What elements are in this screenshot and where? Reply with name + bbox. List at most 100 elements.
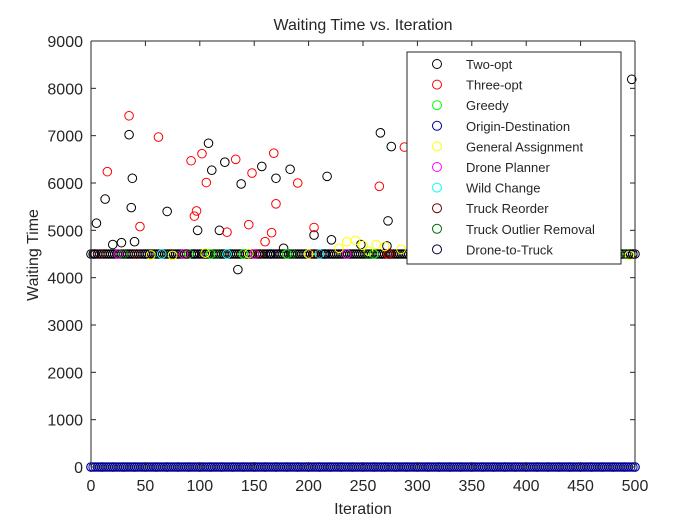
legend-marker-truck-reorder [432, 203, 442, 214]
data-point-greedy [238, 249, 249, 259]
x-tick-label: 350 [458, 478, 485, 495]
data-point-truck-outlier-removal [287, 249, 298, 259]
data-point-three-opt [186, 155, 196, 166]
data-point-two-opt [124, 129, 134, 140]
data-point-truck-outlier-removal [118, 249, 129, 259]
data-point-drone-to-truck [89, 249, 100, 259]
data-point-general-assignment [334, 243, 344, 254]
y-tick-label: 0 [74, 460, 83, 477]
x-tick-label: 100 [186, 478, 213, 495]
data-point-three-opt [374, 181, 385, 192]
data-point-three-opt [230, 154, 241, 165]
legend-marker-drone-to-truck [432, 244, 442, 255]
data-point-three-opt [247, 168, 257, 178]
legend-label-drone-planner: Drone Planner [466, 160, 550, 175]
y-tick-label: 6000 [47, 176, 83, 193]
y-tick-label: 2000 [47, 365, 83, 382]
legend-label-three-opt: Three-opt [466, 78, 523, 93]
data-point-three-opt [197, 148, 207, 159]
data-point-three-opt [135, 221, 145, 232]
data-point-drone-to-truck [628, 249, 638, 259]
data-point-three-opt [243, 219, 254, 230]
data-point-two-opt [236, 179, 246, 189]
legend-label-wild-change: Wild Change [466, 181, 540, 196]
data-point-two-opt [383, 216, 393, 226]
y-tick-label: 4000 [47, 271, 83, 288]
data-point-two-opt [309, 230, 319, 240]
data-point-truck-reorder [254, 249, 265, 259]
data-point-three-opt [292, 178, 303, 188]
data-point-two-opt [326, 235, 337, 245]
data-point-three-opt [191, 206, 202, 216]
data-point-general-assignment [371, 239, 381, 250]
data-point-two-opt [626, 74, 637, 85]
data-point-drone-to-truck [320, 249, 330, 259]
legend-marker-truck-outlier-removal [432, 223, 442, 234]
y-tick-label: 9000 [47, 34, 83, 51]
data-point-two-opt [233, 264, 243, 275]
data-point-two-opt [203, 138, 214, 149]
data-point-three-opt [189, 211, 200, 221]
data-point-truck-outlier-removal [363, 249, 374, 259]
data-point-general-assignment [358, 240, 368, 251]
data-point-three-opt [102, 166, 113, 177]
x-tick-label: 0 [87, 478, 96, 495]
data-point-wild-change [222, 249, 232, 259]
data-point-drone-to-truck [189, 249, 200, 259]
data-point-two-opt [129, 236, 140, 247]
data-point-drone-to-truck [140, 249, 151, 259]
data-point-two-opt [107, 239, 118, 250]
data-point-truck-reorder [181, 249, 192, 259]
data-point-wild-change [156, 249, 167, 259]
data-point-general-assignment [243, 248, 254, 259]
data-point-general-assignment [146, 250, 156, 260]
data-point-three-opt [271, 199, 281, 209]
data-point-two-opt [322, 171, 332, 182]
data-point-truck-outlier-removal [211, 249, 221, 259]
data-point-general-assignment [341, 236, 352, 247]
x-tick-label: 400 [513, 478, 540, 495]
data-point-truck-reorder [309, 249, 319, 259]
data-point-three-opt [309, 222, 319, 233]
data-point-wild-change [314, 249, 325, 259]
data-point-two-opt [271, 173, 281, 184]
chart-title: Waiting Time vs. Iteration [273, 17, 452, 34]
data-point-general-assignment [200, 248, 211, 258]
legend-marker-two-opt [432, 59, 442, 69]
x-tick-label: 50 [137, 478, 155, 495]
data-point-two-opt [214, 225, 225, 236]
x-tick-label: 450 [567, 478, 594, 495]
legend-marker-three-opt [432, 79, 442, 90]
y-tick-label: 5000 [47, 223, 83, 240]
data-point-greedy [282, 249, 292, 259]
x-tick-label: 250 [350, 478, 377, 495]
data-point-two-opt [257, 161, 267, 172]
legend-marker-wild-change [432, 182, 442, 193]
data-point-general-assignment [303, 249, 314, 259]
data-point-drone-planner [178, 249, 189, 259]
data-point-two-opt [375, 128, 386, 138]
data-point-general-assignment [396, 244, 406, 255]
data-point-two-opt [220, 157, 230, 167]
legend-label-origin-destination: Origin-Destination [466, 119, 570, 134]
data-point-greedy [369, 249, 379, 259]
data-point-two-opt [285, 164, 295, 175]
data-point-two-opt [206, 165, 217, 176]
data-point-three-opt [222, 227, 232, 238]
data-point-drone-to-truck [265, 249, 276, 259]
x-tick-label: 500 [622, 478, 649, 495]
y-tick-label: 7000 [47, 129, 83, 146]
legend-label-greedy: Greedy [466, 98, 509, 113]
legend: Two-opt Three-opt Greedy Origin-Destination… [406, 51, 622, 265]
legend-label-general-assignment: General Assignment [466, 139, 583, 154]
y-axis-label: Waiting Time [25, 209, 42, 301]
legend-label-drone-to-truck: Drone-to-Truck [466, 242, 553, 257]
data-point-two-opt [91, 218, 102, 229]
data-point-drone-planner [341, 249, 352, 259]
data-point-three-opt [124, 110, 134, 121]
x-axis-label: Iteration [334, 501, 392, 518]
data-point-two-opt [116, 237, 127, 248]
data-point-greedy [184, 249, 194, 259]
data-point-two-opt [100, 194, 110, 204]
legend-label-truck-outlier-removal: Truck Outlier Removal [466, 222, 595, 237]
